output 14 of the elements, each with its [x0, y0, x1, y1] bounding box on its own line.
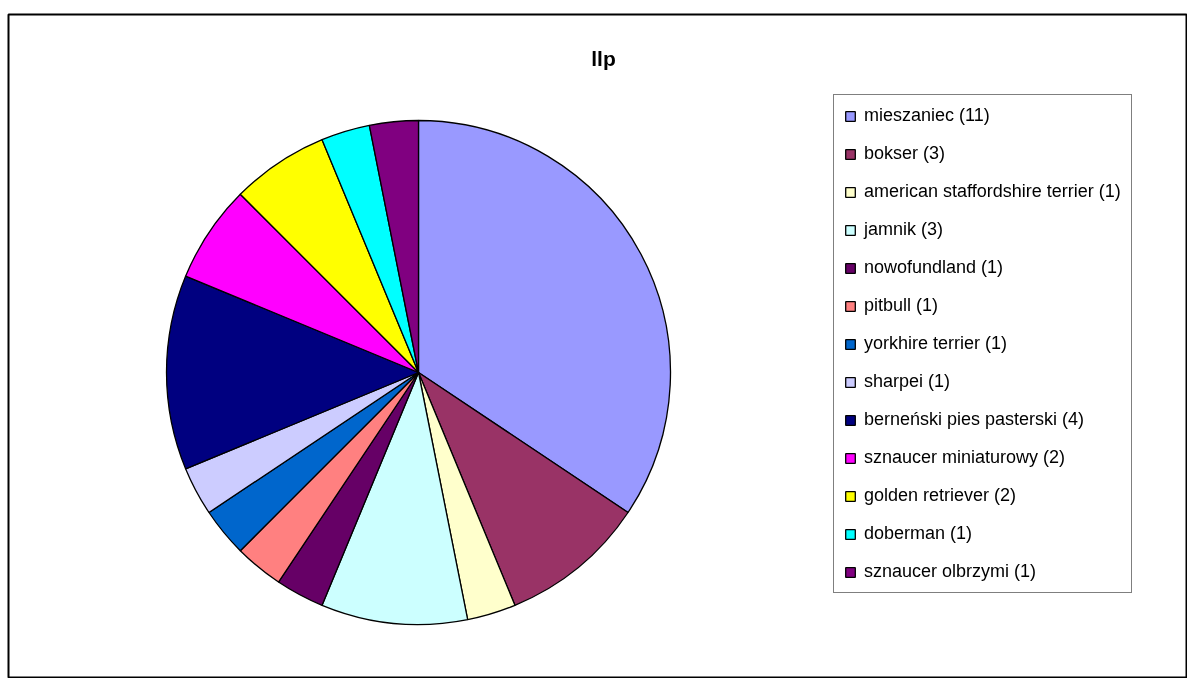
legend-label: berneński pies pasterski (4)	[864, 409, 1085, 430]
legend-label: sznaucer olbrzymi (1)	[864, 561, 1037, 582]
legend-label: jamnik (3)	[864, 219, 944, 240]
legend-label: golden retriever (2)	[864, 485, 1017, 506]
legend-label: sharpei (1)	[864, 371, 951, 392]
legend-label: yorkhire terrier (1)	[864, 333, 1008, 354]
legend-label: nowofundland (1)	[864, 257, 1004, 278]
legend-label: american staffordshire terrier (1)	[864, 181, 1121, 202]
legend-label: mieszaniec (11)	[864, 105, 990, 126]
chart-title: llp	[591, 47, 616, 70]
legend-label: sznaucer miniaturowy (2)	[864, 447, 1066, 468]
legend-label: doberman (1)	[864, 523, 973, 544]
legend-label: bokser (3)	[864, 143, 946, 164]
legend-label: pitbull (1)	[864, 295, 939, 316]
